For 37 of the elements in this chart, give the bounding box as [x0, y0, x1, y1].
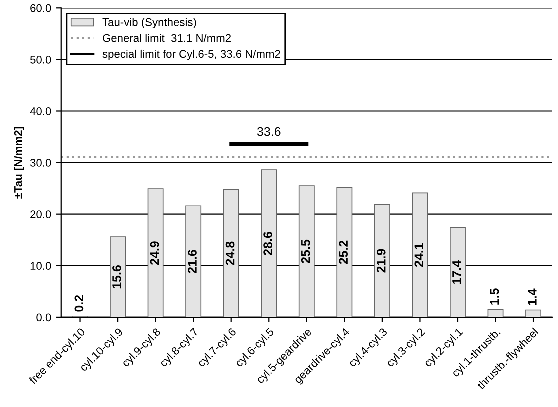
legend-label: special limit for Cyl.6-5, 33.6 N/mm2 — [102, 50, 280, 60]
data-label: 1.4 — [528, 288, 537, 306]
data-label: 21.9 — [376, 249, 386, 273]
legend-label: General limit 31.1 N/mm2 — [103, 34, 231, 42]
y-tick-label: 40.0 — [30, 108, 52, 116]
data-label: 21.6 — [188, 250, 197, 274]
legend-label: Tau-vib (Synthesis) — [102, 18, 196, 28]
y-tick-label: 30.0 — [30, 159, 52, 167]
bar — [148, 188, 164, 318]
data-label: 24.8 — [226, 242, 235, 266]
bar — [526, 310, 542, 318]
bar — [261, 170, 278, 318]
data-label: 25.5 — [301, 240, 310, 264]
bar — [110, 236, 126, 318]
bar — [488, 309, 504, 318]
y-tick-label: 0.0 — [36, 314, 52, 322]
y-axis-title: ±Tau [N/mm2] — [14, 127, 24, 199]
data-label: 28.6 — [264, 232, 272, 256]
data-label: 15.6 — [112, 266, 122, 289]
bar — [374, 204, 390, 318]
bar — [412, 192, 428, 318]
data-label: 24.9 — [150, 242, 160, 266]
y-tick-label: 10.0 — [30, 262, 52, 270]
bar — [298, 186, 315, 318]
bar — [336, 187, 353, 318]
y-tick-label: 50.0 — [30, 56, 52, 64]
data-label: 1.5 — [490, 288, 500, 305]
bar — [186, 206, 202, 318]
bar — [450, 227, 466, 318]
data-label: 17.4 — [452, 260, 462, 284]
bar — [223, 189, 240, 318]
y-tick-label: 20.0 — [30, 210, 52, 218]
data-label: 24.1 — [414, 244, 424, 268]
y-tick-label: 60.0 — [30, 4, 52, 12]
data-label: 0.2 — [74, 295, 84, 312]
annotation: 33.6 — [257, 127, 281, 136]
data-label: 25.2 — [339, 240, 348, 264]
